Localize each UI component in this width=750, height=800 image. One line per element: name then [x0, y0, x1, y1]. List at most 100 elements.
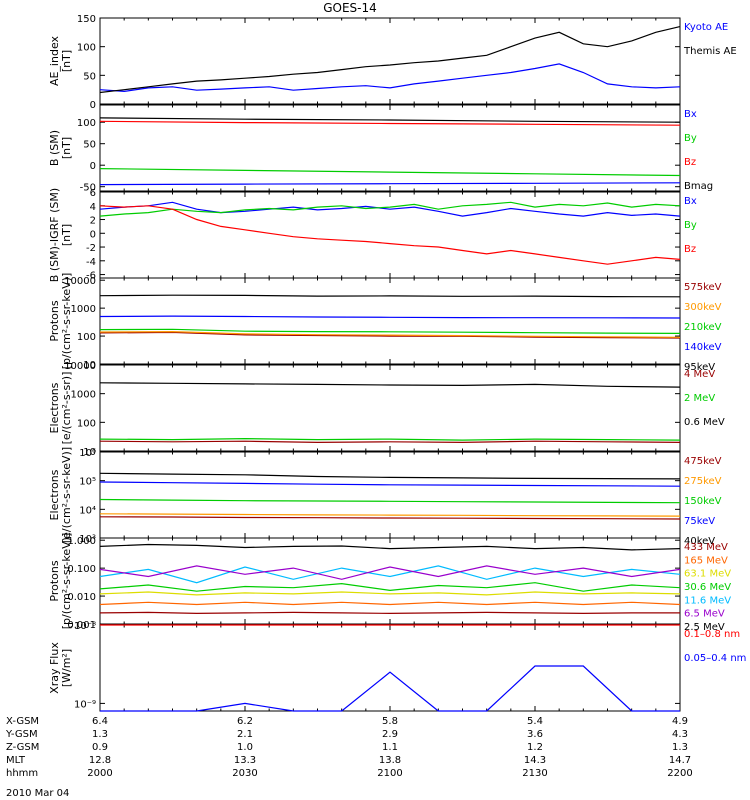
y-axis-label: Electrons	[48, 469, 61, 520]
legend-entry: Bx	[684, 109, 697, 120]
legend-entry: Bz	[684, 157, 696, 168]
ephemeris-footer: X-GSM 6.4 6.2 5.8 5.4 4.9 Y-GSM 1.3 2.1 2.9 3.6 4.3…	[5, 716, 693, 779]
date-label: 2010 Mar 04	[6, 788, 69, 799]
ephemeris-row-label: MLT	[6, 755, 26, 766]
legend-entry: 2 MeV	[684, 393, 715, 404]
y-axis-label: [e/(cm²-s-sr)]	[60, 372, 73, 445]
y-tick-label: 10000	[64, 276, 96, 287]
series-line-by	[99, 201, 681, 217]
y-axis-label: B (SM)-IGRF (SM)	[48, 188, 61, 282]
series-line-433-mev	[99, 611, 680, 615]
series-line-themis-ae	[99, 26, 681, 94]
legend-entry: 165 MeV	[684, 555, 728, 566]
series-line-by	[99, 168, 681, 177]
y-tick-label: 10⁴	[79, 505, 96, 516]
series-line-75kev	[99, 481, 681, 487]
y-tick-label: 10000	[64, 361, 96, 372]
legend-entry: 2.5 MeV	[684, 622, 725, 633]
y-tick-label: 0	[90, 229, 96, 240]
legend-entry: 30.6 MeV	[684, 582, 731, 593]
ephemeris-value: 6.2	[237, 716, 253, 727]
ephemeris-value: 2.9	[382, 729, 398, 740]
ephemeris-value: 1.1	[382, 742, 398, 753]
series-line-40kev	[99, 472, 681, 480]
y-axis-label: [W/m²]	[60, 649, 73, 687]
y-tick-label: 0.010	[67, 592, 96, 603]
ephemeris-value: 2000	[87, 768, 112, 779]
series-line-2-5-mev	[99, 543, 681, 551]
series-line-bx	[99, 182, 681, 186]
series-line-275kev	[99, 513, 681, 517]
y-axis-label: AE_index	[48, 35, 61, 86]
ephemeris-row-label: Y-GSM	[5, 729, 38, 740]
ephemeris-value: 2130	[522, 768, 547, 779]
series-line-30-6-mev	[99, 582, 681, 592]
legend-entry: 75keV	[684, 516, 715, 527]
series-line-210kev	[99, 328, 681, 334]
y-axis-label: B (SM)	[48, 130, 61, 166]
panel-frame	[99, 451, 681, 539]
ephemeris-value: 2100	[377, 768, 402, 779]
y-tick-label: 0.001	[67, 620, 96, 631]
ephemeris-value: 12.8	[89, 755, 111, 766]
series-line-475kev	[99, 516, 681, 520]
panel-bsm: -50 0 50 100 B (SM) [nT] Bx By Bz Bmag	[48, 104, 713, 194]
y-tick-label: 150	[77, 14, 96, 25]
legend-entry: By	[684, 133, 697, 144]
y-tick-label: 2	[90, 216, 96, 227]
y-axis-label: Protons	[48, 300, 61, 341]
legend-entry: 95keV	[684, 362, 715, 373]
panel-bigrf: -6 -4 -2 0 2 4 6 B (SM)-IGRF (SM) [nT] Bx By Bz	[48, 188, 697, 282]
series-line-165-mev	[99, 601, 681, 606]
y-tick-label: 50	[83, 71, 96, 82]
series-line-575kev	[99, 331, 681, 339]
panel-protons2: 0.001 0.010 0.100 1.000 Protons [p/(cm²-s-sr-…	[48, 533, 731, 633]
y-axis-label: [nT]	[60, 137, 73, 159]
y-tick-label: 1.000	[67, 536, 96, 547]
panel-frame	[99, 104, 681, 192]
y-tick-label: 10⁶	[79, 448, 96, 459]
y-tick-label: 100	[77, 332, 96, 343]
y-tick-label: 0.100	[67, 564, 96, 575]
legend-entry: Bx	[684, 196, 697, 207]
ephemeris-value: 2200	[667, 768, 692, 779]
panel-frame	[99, 277, 681, 365]
series-line-bz	[99, 120, 681, 126]
y-tick-label: 1000	[71, 304, 96, 315]
legend-entry: 300keV	[684, 302, 722, 313]
y-axis-label: Xray Flux	[48, 642, 61, 694]
legend-entry: 433 MeV	[684, 542, 728, 553]
panel-frame	[99, 537, 681, 625]
series-line-11-6-mev	[99, 565, 681, 584]
y-tick-label: 10³	[79, 534, 96, 545]
series-line-63-1-mev	[99, 591, 681, 596]
figure-title: GOES-14	[323, 1, 377, 15]
legend-entry: 11.6 MeV	[684, 595, 731, 606]
series-line-bx	[99, 201, 681, 217]
ephemeris-value: 3.6	[527, 729, 543, 740]
legend-entry: Kyoto AE	[684, 22, 728, 33]
legend-entry: 6.5 MeV	[684, 609, 725, 620]
y-tick-label: 10⁵	[79, 477, 96, 488]
ephemeris-value: 14.3	[524, 755, 546, 766]
series-line-4-mev	[99, 440, 681, 444]
y-tick-label: 10⁻⁸	[74, 621, 96, 632]
panel-xray: 10⁻⁹ 10⁻⁸ Xray Flux [W/m²] 0.1–0.8 nm 0.05–0.…	[48, 621, 746, 712]
legend-entry: 575keV	[684, 282, 722, 293]
legend-entry: By	[684, 220, 697, 231]
legend-entry: 210keV	[684, 322, 722, 333]
legend-entry: 0.6 MeV	[684, 417, 725, 428]
y-axis-label: [nT]	[60, 50, 73, 72]
y-tick-label: 10	[83, 447, 96, 458]
ephemeris-row-label: Z-GSM	[6, 742, 39, 753]
panel-ae: 0 50 100 150 AE_index [nT] Kyoto AE Themis AE	[48, 14, 737, 111]
series-line-2-mev	[99, 437, 681, 441]
ephemeris-value: 2.1	[237, 729, 253, 740]
ephemeris-value: 13.8	[379, 755, 401, 766]
legend-entry: 40keV	[684, 536, 715, 547]
legend-entry: 63.1 MeV	[684, 569, 731, 580]
y-tick-label: 50	[83, 140, 96, 151]
panel-frame	[99, 364, 681, 452]
